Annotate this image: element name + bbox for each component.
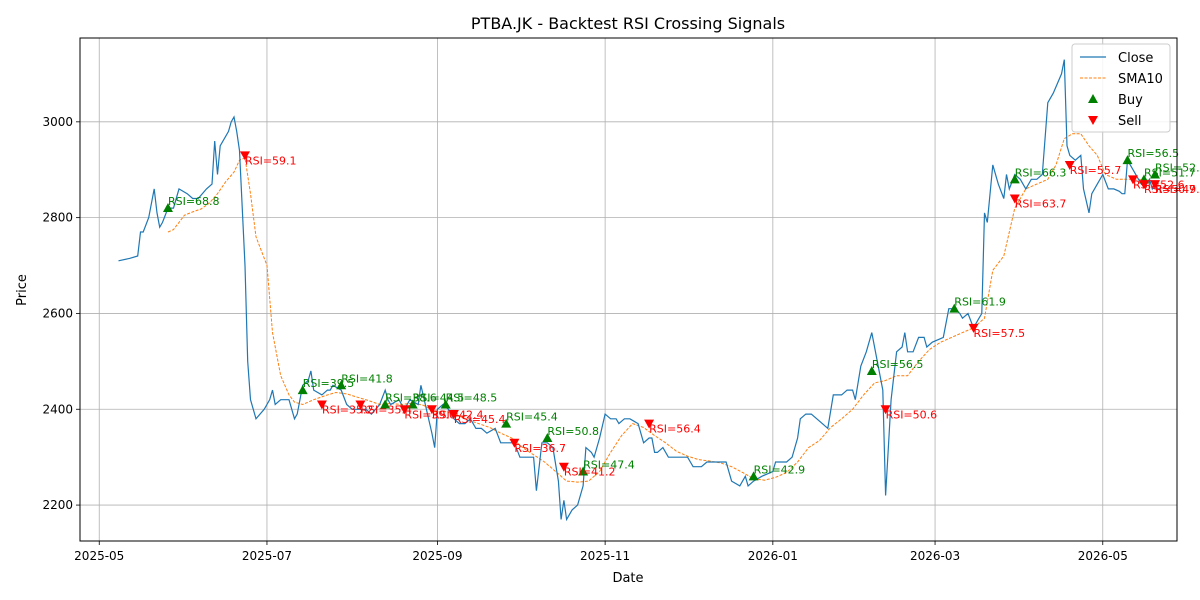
close-line (118, 59, 1161, 522)
buy-marker (866, 365, 877, 375)
sell-marker (1139, 180, 1150, 190)
sell-signal-label: RSI=41.2 (564, 466, 616, 479)
buy-marker (407, 399, 418, 409)
buy-marker (440, 399, 451, 409)
x-axis-title: Date (612, 571, 643, 586)
buy-signal-label: RSI=45.4 (506, 411, 558, 424)
buy-signal-label: RSI=61.9 (954, 296, 1006, 309)
sell-marker (1064, 160, 1075, 170)
chart-title: PTBA.JK - Backtest RSI Crossing Signals (471, 14, 785, 33)
legend-buy-swatch (1088, 94, 1098, 103)
y-tick-label: 2600 (42, 306, 73, 320)
buy-marker (748, 471, 759, 481)
x-tick-label: 2026-01 (748, 549, 798, 563)
sell-marker (509, 438, 520, 448)
y-axis-title: Price (15, 274, 30, 306)
sell-signal-label: RSI=59.1 (245, 154, 297, 167)
buy-signal-label: RSI=42.9 (754, 463, 806, 476)
buy-signal-label: RSI=66.3 (1015, 166, 1067, 179)
buy-signal-label: RSI=56.5 (1128, 147, 1180, 160)
sell-marker (1009, 194, 1020, 204)
sell-marker (644, 419, 655, 429)
axis-ticks: 2025-05 2025-07 2025-09 2025-11 2026-01 2026-… (42, 115, 1127, 563)
buy-marker (162, 203, 173, 213)
legend-label-close: Close (1118, 51, 1153, 66)
sell-signal-label: RSI=35.4 (360, 403, 412, 416)
legend-label-buy: Buy (1118, 93, 1143, 108)
x-tick-label: 2026-03 (910, 549, 960, 563)
sell-signal-label: RSI=45.4 (454, 413, 506, 426)
sell-signal-label: RSI=50.6 (886, 408, 938, 421)
y-tick-label: 3000 (42, 115, 73, 129)
sell-marker (1150, 180, 1161, 190)
buy-marker (949, 303, 960, 313)
sell-signal-label: RSI=42.4 (432, 408, 484, 421)
x-tick-label: 2025-09 (412, 549, 462, 563)
buy-signal-label: RSI=38.6 (385, 391, 437, 404)
sell-signal-label: RSI=55.7 (1070, 164, 1122, 177)
buy-signal-label: RSI=50.8 (547, 425, 599, 438)
sell-signal-label: RSI=39.0 (404, 408, 456, 421)
buy-marker (297, 385, 308, 395)
buy-marker (380, 399, 391, 409)
x-tick-label: 2025-11 (580, 549, 630, 563)
legend: Close SMA10 Buy Sell (1071, 43, 1171, 133)
legend-sell-swatch (1088, 116, 1098, 125)
sell-marker (355, 400, 366, 410)
buy-marker (542, 433, 553, 443)
grid-lines (80, 38, 1177, 541)
buy-signal-label: RSI=41.8 (341, 372, 393, 385)
y-tick-label: 2400 (42, 402, 73, 416)
sell-marker (880, 405, 891, 415)
buy-marker (501, 418, 512, 428)
buy-signal-label: RSI=44.5 (413, 391, 465, 404)
buy-signal-label: RSI=47.4 (583, 459, 635, 472)
buy-marker (1150, 169, 1161, 179)
buy-marker (1122, 155, 1133, 165)
sell-signal-label: RSI=57.5 (974, 327, 1026, 340)
sell-marker (448, 410, 459, 420)
sell-marker (426, 405, 437, 415)
y-tick-label: 2200 (42, 498, 73, 512)
y-tick-label: 2800 (42, 211, 73, 225)
legend-label-sell: Sell (1118, 114, 1141, 129)
sell-signal-label: RSI=36.7 (514, 442, 566, 455)
sell-marker (239, 151, 250, 161)
signal-layer: RSI=68.8RSI=39.5RSI=41.8RSI=38.6RSI=44.5… (162, 147, 1200, 481)
buy-signal-label: RSI=48.5 (446, 391, 498, 404)
legend-box (1071, 43, 1171, 133)
plot-frame (79, 37, 1178, 542)
x-tick-label: 2026-05 (1078, 549, 1128, 563)
sell-signal-label: RSI=50.7 (1144, 183, 1196, 196)
sell-signal-label: RSI=49.8 (1155, 183, 1200, 196)
series-layer (118, 59, 1161, 522)
sell-marker (399, 405, 410, 415)
sell-marker (1128, 175, 1139, 185)
buy-signal-label: RSI=68.8 (168, 195, 220, 208)
x-tick-label: 2025-05 (74, 549, 124, 563)
sell-signal-label: RSI=56.4 (649, 423, 701, 436)
sell-marker (968, 323, 979, 333)
buy-marker (578, 466, 589, 476)
buy-signal-label: RSI=52.9 (1155, 162, 1200, 175)
legend-label-sma: SMA10 (1118, 72, 1163, 87)
sell-marker (316, 400, 327, 410)
sell-marker (558, 462, 569, 472)
x-tick-label: 2025-07 (242, 549, 292, 563)
sell-signal-label: RSI=63.7 (1015, 197, 1067, 210)
buy-signal-label: RSI=56.5 (872, 358, 924, 371)
buy-marker (1009, 174, 1020, 184)
buy-marker (336, 380, 347, 390)
